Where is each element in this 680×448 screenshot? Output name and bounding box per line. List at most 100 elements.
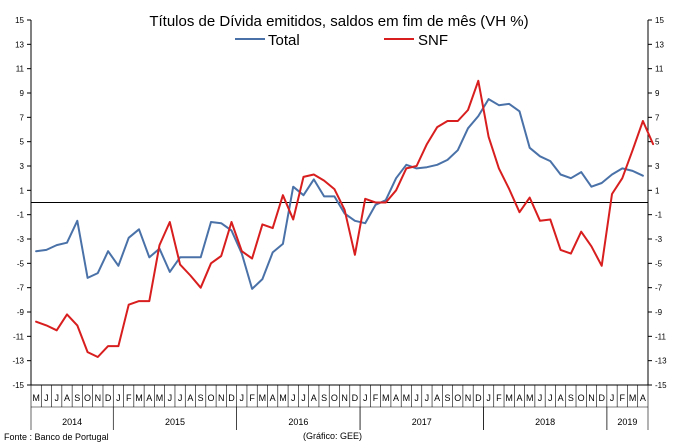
footnote-source: Fonte : Banco de Portugal xyxy=(4,432,109,442)
x-month-label: J xyxy=(178,393,183,403)
x-month-label: M xyxy=(403,393,411,403)
x-year-label: 2019 xyxy=(617,417,637,427)
y-tick-label-left: -7 xyxy=(17,284,25,293)
x-year-label: 2015 xyxy=(165,417,185,427)
y-axis-left-ticks: 15 13 11 9 7 5 3 1 -1 -3 -5 -7 -9 -11 -13 -15 xyxy=(12,16,31,390)
x-month-label: N xyxy=(588,393,595,403)
y-tick-label-left: -9 xyxy=(17,308,25,317)
series-layer xyxy=(35,79,655,358)
x-month-label: J xyxy=(240,393,245,403)
x-month-label: M xyxy=(526,393,534,403)
y-tick-label-left: -15 xyxy=(12,381,24,390)
x-month-label: O xyxy=(578,393,585,403)
y-tick-label-left: 1 xyxy=(20,186,25,195)
x-month-label: D xyxy=(475,393,482,403)
x-month-label: M xyxy=(279,393,287,403)
x-month-label: D xyxy=(352,393,359,403)
y-tick-label-left: 13 xyxy=(15,40,24,49)
chart-title: Títulos de Dívida emitidos, saldos em fi… xyxy=(149,13,528,30)
y-tick-label-right: -15 xyxy=(655,381,667,390)
series-line-total xyxy=(35,98,644,290)
y-tick-label-right: 11 xyxy=(655,65,664,74)
x-month-label: S xyxy=(198,393,204,403)
y-tick-label-right: 15 xyxy=(655,16,664,25)
y-tick-label-right: -5 xyxy=(655,259,663,268)
x-month-label: S xyxy=(568,393,574,403)
y-tick-label-right: -7 xyxy=(655,284,663,293)
x-month-label: F xyxy=(126,393,132,403)
x-month-label: D xyxy=(598,393,605,403)
y-tick-label-right: -11 xyxy=(655,332,667,341)
x-year-label: 2014 xyxy=(62,417,82,427)
x-year-label: 2016 xyxy=(288,417,308,427)
x-month-label: O xyxy=(331,393,338,403)
x-month-label: A xyxy=(640,393,646,403)
x-month-label: A xyxy=(393,393,399,403)
x-month-label: F xyxy=(249,393,255,403)
y-tick-label-left: -13 xyxy=(12,357,24,366)
x-month-label: N xyxy=(341,393,348,403)
x-month-label: N xyxy=(465,393,472,403)
x-month-label: F xyxy=(373,393,379,403)
x-month-label: A xyxy=(270,393,276,403)
y-tick-label-right: 7 xyxy=(655,113,660,122)
footnote-credit: (Gráfico: GEE) xyxy=(303,431,362,441)
x-month-label: J xyxy=(168,393,173,403)
x-month-label: J xyxy=(486,393,491,403)
x-month-label: A xyxy=(311,393,317,403)
y-tick-label-right: 3 xyxy=(655,162,660,171)
x-month-label: M xyxy=(505,393,513,403)
legend: Total SNF xyxy=(235,32,448,49)
y-tick-label-right: 9 xyxy=(655,89,660,98)
x-month-label: J xyxy=(414,393,419,403)
legend-snf-label: SNF xyxy=(418,32,448,49)
x-month-label: A xyxy=(146,393,152,403)
axes xyxy=(30,20,649,386)
x-month-label: M xyxy=(32,393,40,403)
y-tick-label-left: 15 xyxy=(15,16,24,25)
x-month-label: O xyxy=(84,393,91,403)
y-tick-label-left: 5 xyxy=(20,138,25,147)
x-month-label: D xyxy=(105,393,112,403)
x-month-label: J xyxy=(425,393,430,403)
x-month-label: A xyxy=(187,393,193,403)
y-tick-label-left: 3 xyxy=(20,162,25,171)
y-tick-label-left: 11 xyxy=(16,65,25,74)
x-month-label: A xyxy=(558,393,564,403)
series-line-snf xyxy=(35,79,655,358)
x-month-label: J xyxy=(610,393,615,403)
x-month-label: A xyxy=(516,393,522,403)
y-tick-label-right: -13 xyxy=(655,357,667,366)
y-tick-label-left: -1 xyxy=(17,211,25,220)
x-month-label: J xyxy=(54,393,59,403)
x-month-label: F xyxy=(496,393,502,403)
x-month-label: M xyxy=(135,393,143,403)
x-month-label: S xyxy=(321,393,327,403)
x-month-label: N xyxy=(218,393,225,403)
x-month-label: J xyxy=(538,393,543,403)
x-month-label: J xyxy=(116,393,121,403)
y-tick-label-left: -11 xyxy=(13,332,25,341)
y-tick-label-right: -1 xyxy=(655,211,663,220)
y-tick-label-right: 5 xyxy=(655,138,660,147)
x-month-label: J xyxy=(44,393,49,403)
x-month-label: J xyxy=(548,393,553,403)
x-year-label: 2018 xyxy=(535,417,555,427)
x-month-label: M xyxy=(259,393,267,403)
x-month-label: J xyxy=(291,393,296,403)
y-tick-label-left: -3 xyxy=(17,235,25,244)
y-tick-label-right: 1 xyxy=(655,186,660,195)
x-month-label: S xyxy=(74,393,80,403)
x-month-label: O xyxy=(207,393,214,403)
x-month-label: D xyxy=(228,393,235,403)
y-axis-right-ticks: 15 13 11 9 7 5 3 1 -1 -3 -5 -7 -9 -11 -13 -15 xyxy=(648,16,667,390)
y-tick-label-left: -5 xyxy=(17,259,25,268)
x-year-label: 2017 xyxy=(412,417,432,427)
y-tick-label-right: 13 xyxy=(655,40,664,49)
x-month-label: M xyxy=(629,393,637,403)
x-month-label: A xyxy=(64,393,70,403)
y-tick-label-right: -3 xyxy=(655,235,663,244)
y-tick-label-right: -9 xyxy=(655,308,663,317)
